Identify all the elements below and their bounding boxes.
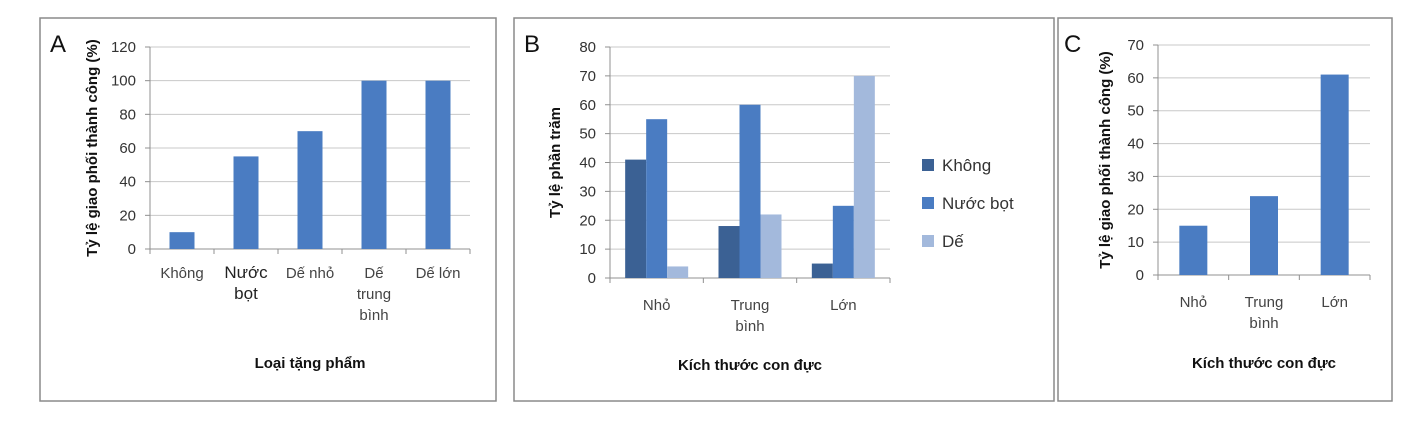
y-tick-label: 40 [1127,136,1144,153]
bar-không [625,159,647,278]
y-tick-label: 20 [119,207,136,224]
panel-c: C 0 10 20 30 40 50 60 70 Nhỏ Trung bình Lớn Kích thư… [1057,17,1393,402]
chart-c: 0 10 20 30 40 50 60 70 Nhỏ Trung bình Lớn Kích thước… [1097,37,1371,372]
y-tick-label: 80 [579,39,596,56]
y-tick-label: 80 [119,106,136,123]
x-axis-title: Kích thước con đực [1192,355,1336,372]
bar-dế [760,214,782,278]
y-tick-label: 40 [119,174,136,191]
y-tick-label: 30 [579,183,596,200]
y-tick-label: 0 [588,270,596,287]
panel-a-letter: A [50,31,66,58]
y-tick-label: 60 [119,140,136,157]
y-tick-label: 10 [579,241,596,258]
x-category-label: Nước bọt [224,263,268,303]
panel-b-frame [513,17,1055,402]
legend-label: Dế [942,232,964,251]
x-category-label: Lớn [1321,294,1348,311]
y-tick-label: 40 [579,155,596,172]
panel-b: B 0 10 20 30 40 50 60 70 80 Nhỏ Trung bình Lớn Kích t… [513,17,1055,402]
bar [361,80,387,250]
x-category-label: Dế lớn [416,265,461,282]
legend-b: Không Nước bọt Dế [922,156,1014,251]
bar-nước-bọt [646,119,668,278]
bar [1250,196,1278,275]
panel-c-letter: C [1064,31,1081,58]
panel-a-frame [39,17,497,402]
y-tick-label: 50 [579,126,596,143]
bar [1179,225,1208,275]
panel-a: A 0 20 40 60 80 100 120 Không Nước bọt Dế nhỏ Dế tru… [39,17,497,402]
legend-swatch [922,197,934,209]
bar-dế [853,75,875,278]
y-tick-label: 70 [579,68,596,85]
x-category-label: Trung bình [731,297,770,335]
bar [233,156,259,249]
bar-không [811,263,833,278]
y-tick-label: 0 [1136,267,1144,284]
y-tick-label: 0 [128,241,136,258]
bar-không [718,226,740,278]
legend-label: Không [942,156,991,175]
y-axis-title: Tỷ lệ phần trăm [547,107,564,218]
legend-swatch [922,235,934,247]
bar [425,80,451,250]
x-category-label: Nhỏ [643,297,671,314]
x-axis-title: Loại tặng phẩm [255,355,366,372]
x-category-label: Lớn [830,297,857,314]
y-tick-label: 60 [1127,70,1144,87]
y-tick-label: 100 [111,73,136,90]
panel-b-letter: B [524,31,540,58]
legend-label: Nước bọt [942,194,1014,213]
y-tick-label: 20 [579,212,596,229]
x-category-label: Dế nhỏ [286,265,334,282]
bar [1320,74,1349,275]
y-tick-label: 20 [1127,201,1144,218]
y-tick-label: 30 [1127,168,1144,185]
chart-a: 0 20 40 60 80 100 120 Không Nước bọt Dế nhỏ Dế trung… [84,39,471,372]
y-tick-label: 50 [1127,103,1144,120]
x-category-label: Nhỏ [1180,294,1208,311]
y-axis-title: Tỷ lệ giao phối thành công (%) [1097,51,1114,269]
x-category-label: Dế trung bình [357,265,391,324]
y-tick-label: 60 [579,97,596,114]
bar [297,131,323,249]
y-axis-title: Tỷ lệ giao phối thành công (%) [84,39,101,257]
bar-nước-bọt [739,104,761,278]
legend-swatch [922,159,934,171]
x-axis-title: Kích thước con đực [678,357,822,374]
bar-dế [667,266,689,278]
bar [169,232,195,249]
x-category-label: Trung bình [1245,294,1284,332]
y-tick-label: 10 [1127,234,1144,251]
chart-b: 0 10 20 30 40 50 60 70 80 Nhỏ Trung bình Lớn Kích thư… [547,39,891,374]
y-tick-label: 120 [111,39,136,56]
bar-nước-bọt [832,205,854,278]
y-tick-label: 70 [1127,37,1144,54]
x-category-label: Không [160,265,203,282]
